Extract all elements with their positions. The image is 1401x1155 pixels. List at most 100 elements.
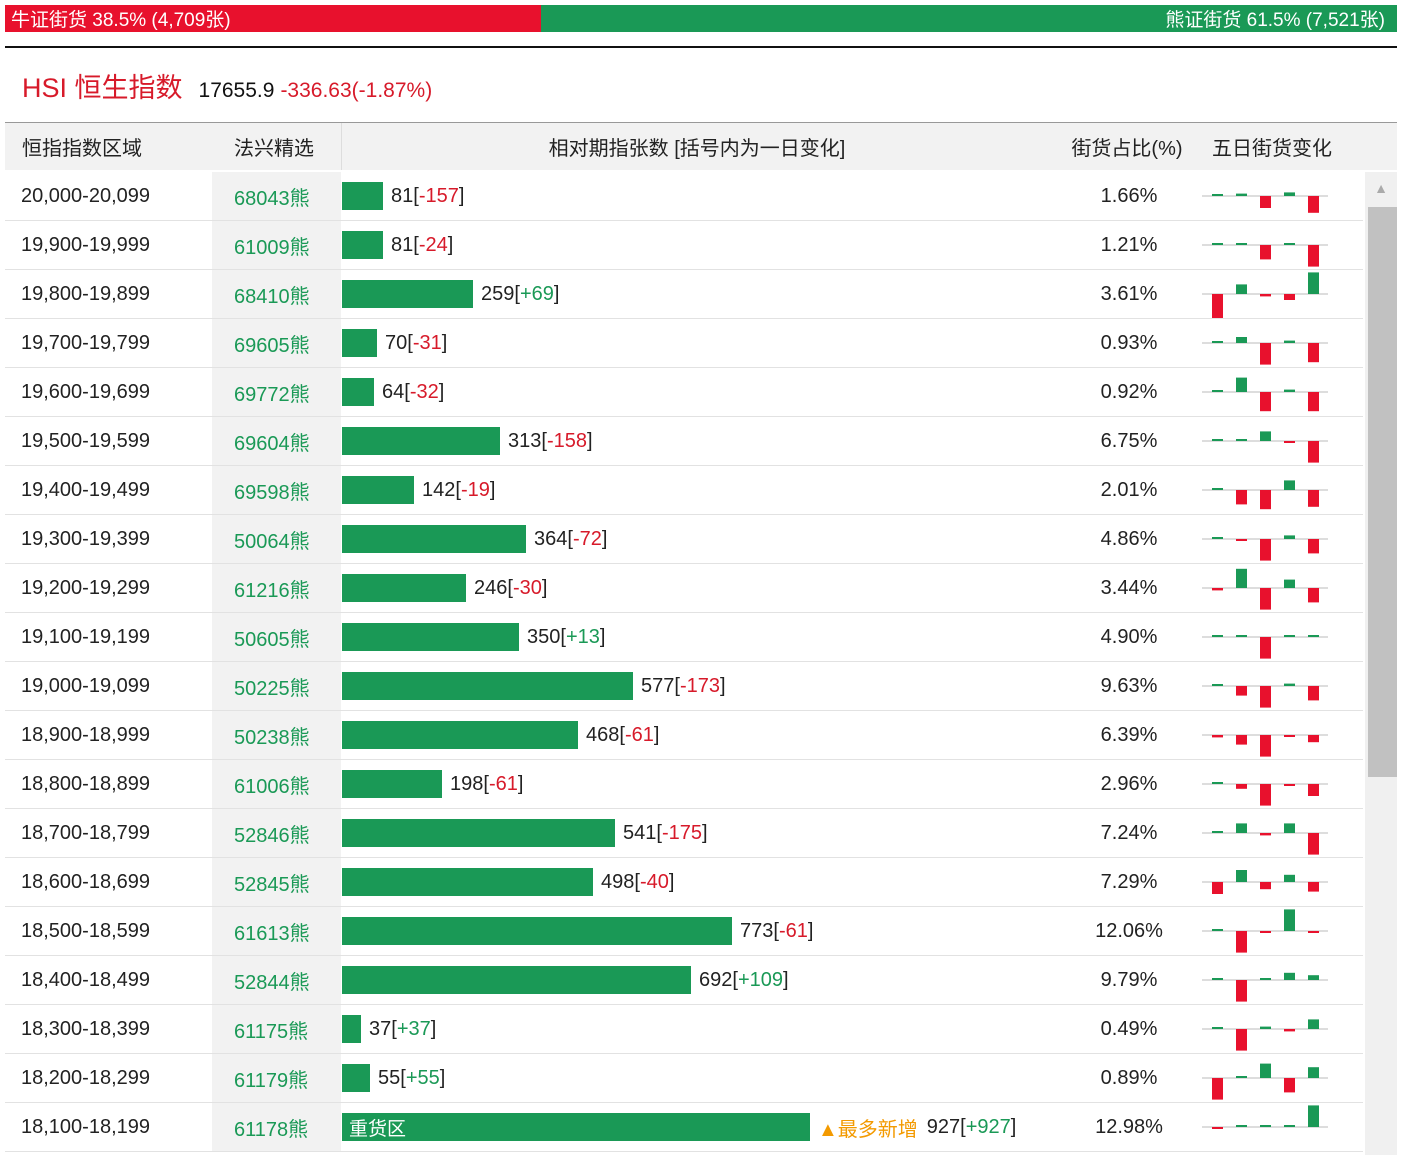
range-cell: 18,200-18,299 — [21, 1066, 151, 1089]
sparkline-bar — [1308, 975, 1319, 980]
sparkline-bar — [1260, 686, 1271, 708]
vertical-scrollbar[interactable]: ▲ — [1365, 172, 1397, 1155]
warrant-code-link[interactable]: 52845熊 — [212, 858, 341, 906]
five-day-sparkline — [1202, 823, 1328, 855]
sparkline-bar — [1260, 539, 1271, 561]
table-row[interactable]: 19,600-19,699 69772熊 64 [-32] 0.92% — [5, 368, 1363, 417]
outstanding-ratio: 0.89% — [1100, 1066, 1158, 1089]
contracts-bar — [342, 525, 526, 553]
warrant-code-link[interactable]: 61009熊 — [212, 221, 341, 269]
table-row[interactable]: 18,300-18,399 61175熊 37 [+37] 0.49% — [5, 1005, 1363, 1054]
contracts-count: 541 — [623, 821, 657, 844]
sparkline-bar — [1212, 488, 1223, 490]
bull-outstanding-label: 牛证街货 38.5% (4,709张) — [11, 10, 231, 31]
contracts-count: 37 — [369, 1017, 392, 1040]
sparkline-bar — [1260, 490, 1271, 510]
sparkline-bar — [1308, 539, 1319, 554]
warrant-code-link[interactable]: 68043熊 — [212, 172, 341, 220]
sparkline-bar — [1308, 392, 1319, 412]
sparkline-bar — [1212, 390, 1223, 392]
five-day-sparkline — [1202, 1105, 1328, 1129]
contracts-bar — [342, 623, 519, 651]
five-day-sparkline — [1202, 1019, 1328, 1051]
warrant-code-link[interactable]: 68410熊 — [212, 270, 341, 318]
five-day-sparkline — [1202, 243, 1328, 267]
table-row[interactable]: 18,100-18,199 61178熊 重货区 ▲最多新增 927 [+927] 12.… — [5, 1103, 1363, 1152]
warrant-code-link[interactable]: 61179熊 — [212, 1054, 341, 1102]
outstanding-ratio: 4.86% — [1100, 527, 1158, 550]
sparkline-bar — [1284, 909, 1295, 931]
sparkline-bar — [1308, 735, 1319, 743]
bull-bear-ratio-bar: 牛证街货 38.5% (4,709张) 熊证街货 61.5% (7,521张) — [5, 5, 1397, 32]
table-row[interactable]: 18,500-18,599 61613熊 773 [-61] 12.06% — [5, 907, 1363, 956]
sparkline-bar — [1236, 539, 1247, 541]
five-day-sparkline — [1202, 870, 1328, 894]
five-day-sparkline — [1202, 1063, 1328, 1100]
outstanding-ratio: 1.66% — [1100, 184, 1158, 207]
warrant-code-link[interactable]: 50064熊 — [212, 515, 341, 563]
contracts-bar — [342, 574, 466, 602]
five-day-sparkline — [1202, 535, 1328, 561]
table-row[interactable]: 19,200-19,299 61216熊 246 [-30] 3.44% — [5, 564, 1363, 613]
table-row[interactable]: 18,900-18,999 50238熊 468 [-61] 6.39% — [5, 711, 1363, 760]
contracts-bar: 重货区 — [342, 1113, 810, 1141]
daily-change: -158 — [546, 429, 587, 452]
warrant-code-link[interactable]: 61175熊 — [212, 1005, 341, 1053]
index-change: -336.63(-1.87%) — [280, 79, 433, 102]
sparkline-bar — [1260, 735, 1271, 757]
contracts-label: 55 [+55] — [378, 1066, 446, 1089]
sparkline-bar — [1308, 343, 1319, 363]
sparkline-bar — [1236, 1029, 1247, 1051]
warrant-code-link[interactable]: 50238熊 — [212, 711, 341, 759]
contracts-label: 692 [+109] — [699, 968, 789, 991]
scroll-up-arrow-icon[interactable]: ▲ — [1374, 180, 1388, 196]
scrollbar-thumb[interactable] — [1368, 207, 1397, 777]
table-row[interactable]: 18,400-18,499 52844熊 692 [+109] 9.79% — [5, 956, 1363, 1005]
sparkline-bar — [1284, 635, 1295, 637]
sparkline-bar — [1212, 588, 1223, 591]
sparkline-bar — [1260, 196, 1271, 208]
warrant-code-link[interactable]: 52846熊 — [212, 809, 341, 857]
table-row[interactable]: 19,400-19,499 69598熊 142 [-19] 2.01% — [5, 466, 1363, 515]
outstanding-ratio: 0.49% — [1100, 1017, 1158, 1040]
warrant-code-link[interactable]: 61178熊 — [212, 1103, 341, 1151]
table-row[interactable]: 18,700-18,799 52846熊 541 [-175] 7.24% — [5, 809, 1363, 858]
warrant-code-link[interactable]: 69598熊 — [212, 466, 341, 514]
table-row[interactable]: 19,000-19,099 50225熊 577 [-173] 9.63% — [5, 662, 1363, 711]
sparkline-bar — [1260, 1125, 1271, 1127]
warrant-code-link[interactable]: 61613熊 — [212, 907, 341, 955]
table-row[interactable]: 19,700-19,799 69605熊 70 [-31] 0.93% — [5, 319, 1363, 368]
sparkline-bar — [1308, 1105, 1319, 1127]
table-row[interactable]: 20,000-20,099 68043熊 81 [-157] 1.66% — [5, 172, 1363, 221]
warrant-code-link[interactable]: 52844熊 — [212, 956, 341, 1004]
table-row[interactable]: 18,800-18,899 61006熊 198 [-61] 2.96% — [5, 760, 1363, 809]
sparkline-bar — [1212, 831, 1223, 833]
daily-change: -175 — [661, 821, 702, 844]
bear-outstanding-segment: 熊证街货 61.5% (7,521张) — [540, 5, 1397, 32]
contracts-count: 498 — [601, 870, 635, 893]
sparkline-bar — [1236, 377, 1247, 392]
warrant-code-link[interactable]: 50225熊 — [212, 662, 341, 710]
sparkline-bar — [1308, 1067, 1319, 1078]
contracts-bar — [342, 721, 578, 749]
table-row[interactable]: 19,100-19,199 50605熊 350 [+13] 4.90% — [5, 613, 1363, 662]
table-row[interactable]: 19,800-19,899 68410熊 259 [+69] 3.61% — [5, 270, 1363, 319]
range-cell: 18,800-18,899 — [21, 772, 151, 795]
warrant-code-link[interactable]: 69772熊 — [212, 368, 341, 416]
warrant-code-link[interactable]: 69604熊 — [212, 417, 341, 465]
table-row[interactable]: 18,600-18,699 52845熊 498 [-40] 7.29% — [5, 858, 1363, 907]
contracts-label: 364 [-72] — [534, 527, 608, 550]
sparkline-bar — [1212, 735, 1223, 738]
header-pick: 法兴精选 — [234, 138, 314, 160]
table-row[interactable]: 19,900-19,999 61009熊 81 [-24] 1.21% — [5, 221, 1363, 270]
warrant-code-link[interactable]: 50605熊 — [212, 613, 341, 661]
table-row[interactable]: 19,300-19,399 50064熊 364 [-72] 4.86% — [5, 515, 1363, 564]
sparkline-bar — [1284, 535, 1295, 539]
warrant-code-link[interactable]: 61006熊 — [212, 760, 341, 808]
table-row[interactable]: 19,500-19,599 69604熊 313 [-158] 6.75% — [5, 417, 1363, 466]
sparkline-bar — [1284, 441, 1295, 443]
table-row[interactable]: 18,200-18,299 61179熊 55 [+55] 0.89% — [5, 1054, 1363, 1103]
contracts-bar — [342, 231, 383, 259]
warrant-code-link[interactable]: 69605熊 — [212, 319, 341, 367]
warrant-code-link[interactable]: 61216熊 — [212, 564, 341, 612]
